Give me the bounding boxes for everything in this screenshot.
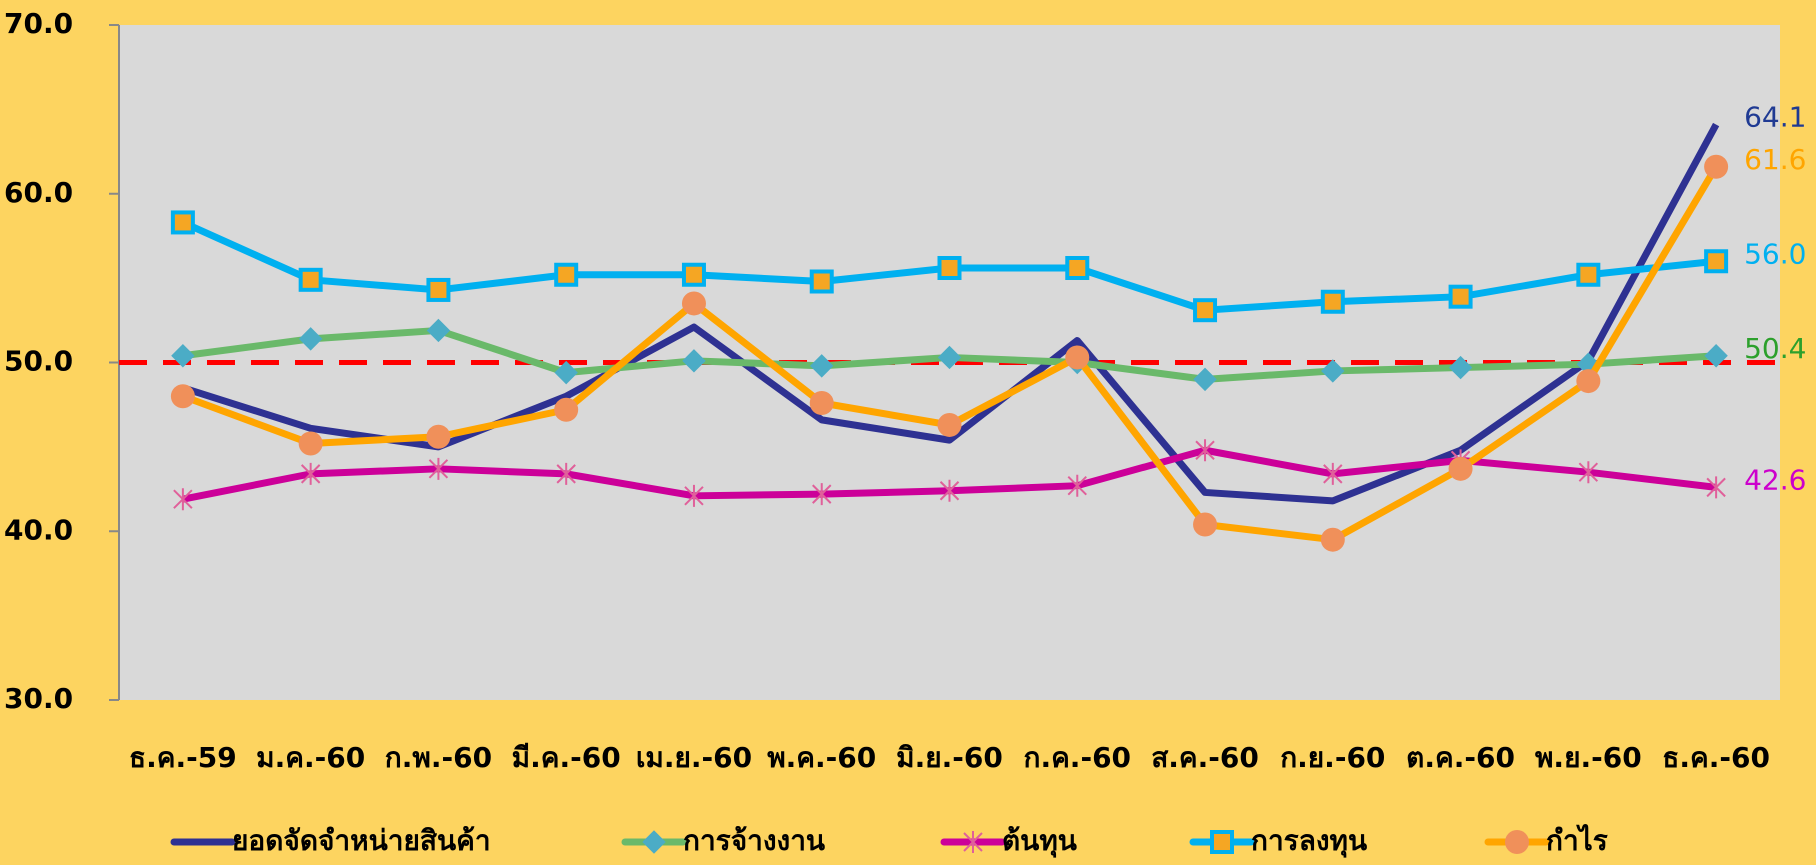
- data-point: [1576, 369, 1601, 394]
- data-point: [1576, 262, 1601, 287]
- legend-marker: [1505, 830, 1529, 854]
- data-point: [1320, 527, 1345, 552]
- data-point: [298, 431, 323, 456]
- data-point: [1195, 439, 1215, 462]
- x-tick-label: มิ.ย.-60: [896, 741, 1003, 774]
- x-tick-label: ธ.ค.-59: [129, 741, 237, 774]
- data-label: 56.0: [1744, 237, 1806, 270]
- legend-marker: [963, 831, 983, 853]
- data-point: [1320, 289, 1345, 314]
- x-tick-label: พ.ย.-60: [1535, 741, 1642, 774]
- y-tick-label: 40.0: [4, 513, 73, 546]
- legend-label: การลงทุน: [1251, 824, 1367, 858]
- data-point: [426, 277, 451, 302]
- data-point: [1578, 461, 1599, 484]
- data-point: [554, 360, 578, 385]
- data-point: [171, 344, 195, 368]
- data-point: [1065, 256, 1090, 280]
- data-point: [1193, 298, 1218, 323]
- data-point: [937, 412, 962, 437]
- x-tick-label: มี.ค.-60: [512, 741, 621, 774]
- data-point: [1448, 284, 1473, 309]
- data-point: [1321, 359, 1345, 383]
- data-label: 42.6: [1744, 463, 1806, 496]
- data-point: [937, 345, 962, 370]
- data-point: [681, 262, 706, 287]
- x-tick-label: ส.ค.-60: [1151, 741, 1259, 774]
- legend-marker: [1210, 830, 1234, 854]
- data-point: [554, 397, 579, 422]
- data-point: [1193, 367, 1217, 392]
- data-point: [426, 424, 451, 449]
- data-point: [298, 267, 323, 292]
- data-point: [556, 462, 576, 485]
- data-point: [170, 210, 195, 235]
- data-point: [939, 479, 960, 502]
- data-point: [1704, 249, 1729, 274]
- data-point: [1448, 355, 1473, 380]
- data-label: 50.4: [1744, 332, 1806, 365]
- data-point: [173, 488, 193, 511]
- data-label: 64.1: [1744, 101, 1806, 134]
- x-tick-label: ก.ย.-60: [1280, 741, 1385, 774]
- x-tick-label: ต.ค.-60: [1406, 741, 1515, 774]
- data-point: [1193, 512, 1218, 537]
- data-point: [810, 354, 834, 378]
- legend-marker: [642, 830, 666, 854]
- legend-label: ต้นทุน: [1002, 824, 1077, 858]
- data-point: [426, 318, 451, 343]
- data-point: [1323, 462, 1343, 485]
- data-point: [170, 384, 195, 409]
- data-point: [684, 484, 704, 507]
- data-point: [1065, 345, 1090, 370]
- data-point: [1448, 456, 1473, 481]
- legend-label: กำไร: [1546, 824, 1608, 857]
- x-tick-label: เม.ย.-60: [636, 741, 752, 774]
- data-point: [298, 327, 323, 351]
- x-tick-label: ก.ค.-60: [1023, 741, 1131, 774]
- data-point: [812, 483, 832, 506]
- data-point: [1706, 476, 1726, 499]
- data-point: [1704, 154, 1729, 179]
- data-point: [937, 256, 962, 280]
- data-point: [809, 269, 834, 294]
- x-tick-label: ก.พ.-60: [385, 741, 492, 774]
- legend-label: ยอดจัดจำหน่ายสินค้า: [232, 824, 491, 857]
- data-point: [682, 349, 706, 373]
- data-point: [554, 262, 579, 287]
- data-label: 61.6: [1744, 143, 1806, 176]
- data-point: [1704, 344, 1728, 368]
- y-tick-label: 70.0: [4, 7, 73, 40]
- data-point: [428, 457, 449, 480]
- legend-label: การจ้างงาน: [683, 824, 825, 857]
- x-tick-label: ธ.ค.-60: [1662, 741, 1770, 774]
- y-tick-label: 50.0: [4, 345, 73, 378]
- data-point: [809, 391, 834, 415]
- x-tick-label: ม.ค.-60: [256, 741, 365, 774]
- data-point: [300, 462, 321, 485]
- y-tick-label: 30.0: [4, 682, 73, 715]
- data-point: [681, 291, 706, 316]
- y-tick-label: 60.0: [4, 176, 73, 209]
- data-point: [1067, 474, 1087, 497]
- x-tick-label: พ.ค.-60: [767, 741, 876, 774]
